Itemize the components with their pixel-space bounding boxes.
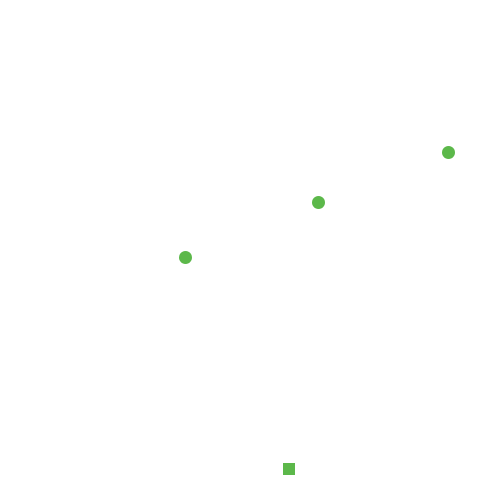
green-square-marker[interactable] <box>283 463 295 475</box>
green-dot[interactable] <box>312 196 325 209</box>
green-dot[interactable] <box>179 251 192 264</box>
green-dot[interactable] <box>442 146 455 159</box>
